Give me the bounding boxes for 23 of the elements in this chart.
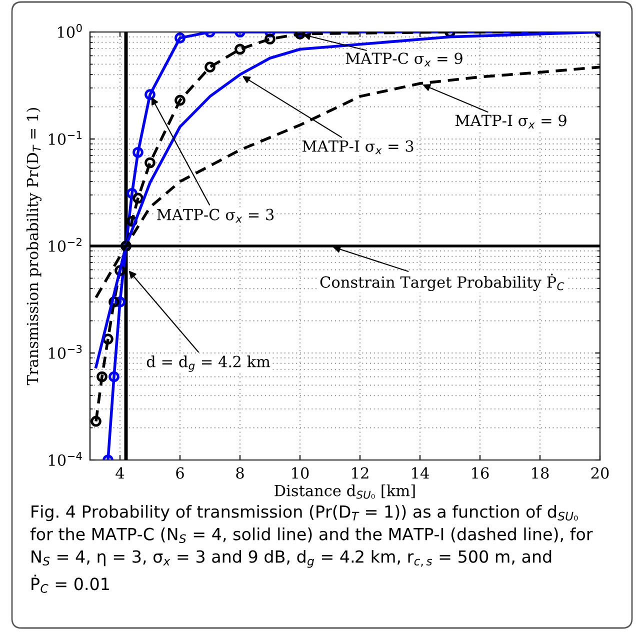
- x-tick-label: 18: [532, 467, 549, 479]
- x-tick-label: 6: [176, 467, 184, 479]
- annotation: MATP-C σ$_{x}$ = 3: [157, 208, 274, 223]
- x-tick-label: 20: [591, 467, 609, 479]
- y-tick-label: 10$^{−4}$: [49, 452, 82, 466]
- y-tick-label: 10$^{0}$: [58, 24, 82, 38]
- y-tick-label: 10$^{−2}$: [49, 238, 82, 252]
- annotation: MATP-I σ$_{x}$ = 9: [455, 114, 566, 128]
- x-tick-label: 10: [292, 467, 309, 479]
- x-tick-label: 8: [236, 467, 244, 479]
- x-tick-label: 4: [116, 467, 124, 479]
- annotation: MATP-C σ$_{x}$ = 9: [346, 52, 462, 66]
- ref-line-label: d = d$_{g}$ = 4.2 km: [146, 356, 270, 372]
- x-tick-label: 12: [352, 467, 368, 479]
- x-tick-label: 16: [472, 467, 489, 479]
- y-tick-label: 10$^{−1}$: [49, 131, 82, 145]
- x-axis-title: Distance d$_{SU₀}$ [km]: [274, 484, 415, 499]
- y-axis-title: Transmission probability Pr(D$_{T}$ = 1): [26, 108, 42, 386]
- y-tick-label: 10$^{−3}$: [49, 344, 82, 359]
- annotation: MATP-I σ$_{x}$ = 3: [302, 140, 414, 154]
- legend-label: Constrain Target Probability Ṗ$_{C}$: [320, 274, 564, 292]
- x-tick-label: 14: [412, 467, 429, 479]
- text: Fig. 4 Probability of transmission (Pr(D$_{T}$ = 1)) as a function of d$_{SU₀}$ for the MATP-C (N$_{S}$ = 4, solid line) and the MATP-I (dashed line), for N$_{S}$ = 4, η = 3, σ$_{x}$ = 3 and 9 dB, d$_{g}$ = 4.2 km, r$_{c,s}$ = 500 m, and Ṗ$_{C}$ = 0.01: [30, 505, 593, 593]
